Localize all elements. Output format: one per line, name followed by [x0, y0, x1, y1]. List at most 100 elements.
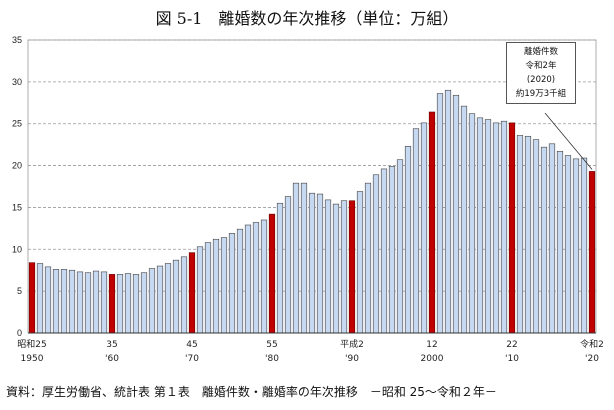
x-tick-label-year: '10 [505, 354, 519, 364]
bar [140, 272, 148, 334]
bar [212, 238, 220, 334]
x-tick-label-year: 1950 [21, 354, 44, 364]
x-tick-label-year: '80 [265, 354, 279, 364]
bar [76, 271, 84, 334]
bar [444, 89, 452, 334]
annotation-line: 離婚件数 [523, 47, 558, 57]
x-tick-label-year: '60 [105, 354, 119, 364]
bar [188, 252, 196, 334]
bar [284, 196, 292, 334]
bar [484, 119, 492, 334]
bar [276, 202, 284, 334]
bar [404, 146, 412, 334]
bar [356, 191, 364, 334]
bar [220, 237, 228, 334]
bar [548, 143, 556, 334]
bar [460, 105, 468, 334]
x-tick-label-era: 昭和25 [17, 339, 46, 350]
y-tick-label: 35 [12, 35, 22, 45]
bar [564, 155, 572, 334]
bar [260, 219, 268, 334]
bar [108, 274, 116, 334]
bar [340, 200, 348, 334]
annotation-line: 令和2年 [525, 61, 557, 71]
bar [516, 135, 524, 334]
bar [348, 200, 356, 334]
bar [116, 274, 124, 334]
annotation-arrow [544, 112, 593, 170]
bar [396, 159, 404, 334]
bar [124, 273, 132, 334]
bar [292, 182, 300, 334]
x-tick-label-year: '90 [345, 354, 359, 364]
bar [436, 93, 444, 334]
bar [452, 94, 460, 334]
y-tick-label: 5 [17, 286, 22, 296]
bar [228, 233, 236, 334]
bar [44, 266, 52, 334]
bar [372, 174, 380, 334]
bar [316, 193, 324, 334]
y-tick-label: 30 [12, 77, 22, 87]
bar [164, 263, 172, 334]
bar [420, 122, 428, 334]
bar [540, 146, 548, 334]
x-tick-label-era: 35 [106, 340, 117, 350]
y-tick-label: 20 [12, 161, 22, 171]
bar [388, 166, 396, 334]
bar [236, 228, 244, 334]
x-tick-label-era: 12 [426, 340, 437, 350]
bar [300, 182, 308, 334]
bar [364, 182, 372, 334]
bar [332, 203, 340, 334]
bar [588, 171, 596, 334]
x-tick-label-era: 55 [266, 340, 277, 350]
x-tick-label-era: 平成2 [340, 338, 364, 350]
y-tick-label: 25 [12, 119, 22, 129]
bar [172, 259, 180, 334]
bar [100, 271, 108, 334]
bar [68, 269, 76, 334]
bar [52, 269, 60, 334]
annotation-box: 離婚件数 令和2年 (2020) 約19万3千組 [506, 42, 576, 104]
x-tick-label-year: '70 [185, 354, 199, 364]
bar [500, 120, 508, 334]
source-note: 資料：厚生労働省、統計表 第１表 離婚件数・離婚率の年次推移 －昭和 25～令和… [6, 385, 497, 399]
x-tick-label-era: 令和2 [580, 338, 604, 350]
bar [204, 242, 212, 334]
bar [324, 199, 332, 334]
annotation-line: 約19万3千組 [515, 89, 567, 99]
y-tick-label: 10 [12, 244, 22, 254]
bar [180, 256, 188, 334]
bar [412, 128, 420, 334]
bar [148, 268, 156, 334]
bar [84, 272, 92, 334]
bar [244, 224, 252, 334]
bar [132, 274, 140, 334]
bar [508, 122, 516, 334]
bar [268, 213, 276, 334]
bar [380, 168, 388, 334]
chart-title: 図 5-1 離婚数の年次推移（単位：万組） [155, 9, 459, 28]
x-tick-label-year: '20 [585, 354, 599, 364]
y-tick-label: 15 [12, 202, 22, 212]
x-tick-label-year: 2000 [421, 354, 444, 364]
bar [524, 135, 532, 334]
annotation-line: (2020) [526, 75, 556, 85]
bar [196, 246, 204, 334]
bar-chart: 0 5 10 15 20 25 30 35 昭和25 1950 35 '60 45 '70 55 '80 平成2… [12, 35, 604, 364]
bar [92, 270, 100, 334]
bar [492, 122, 500, 334]
bar [308, 192, 316, 334]
bar [36, 263, 44, 334]
bar [580, 157, 588, 334]
bar [468, 113, 476, 334]
bar [476, 117, 484, 334]
bar [556, 151, 564, 334]
bar [572, 158, 580, 334]
bar [28, 262, 36, 334]
x-tick-label-era: 45 [186, 340, 197, 350]
bar [156, 265, 164, 334]
bar [532, 139, 540, 334]
bar [428, 111, 436, 334]
